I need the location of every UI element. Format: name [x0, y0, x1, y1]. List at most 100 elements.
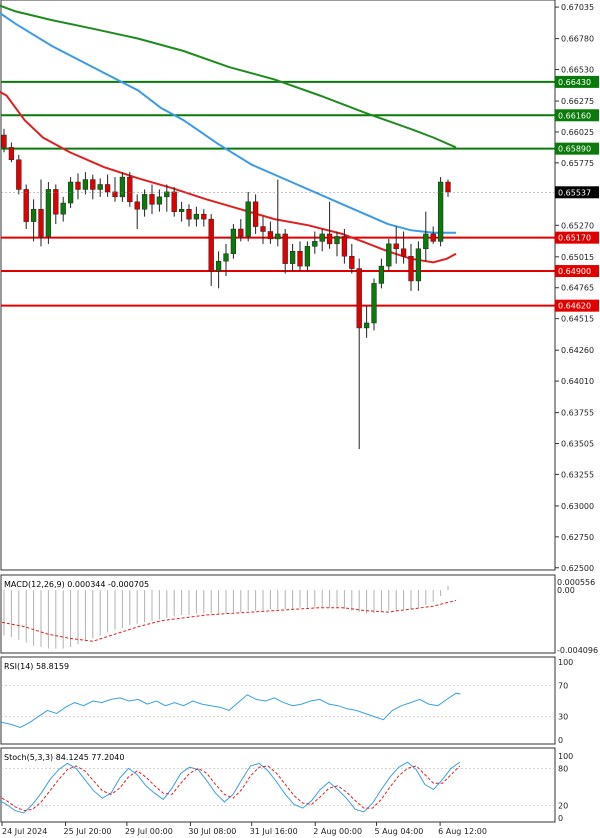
candle — [312, 231, 318, 254]
candle — [304, 241, 311, 272]
current-price-tag — [555, 186, 599, 199]
candle — [141, 189, 148, 217]
candle — [186, 204, 192, 227]
candle — [53, 184, 59, 225]
y-axis-tick-label: 0.66780 — [561, 35, 594, 44]
stoch-label: Stoch(5,3,3) 84.1245 77.2040 — [4, 753, 124, 762]
candle — [104, 174, 111, 197]
candle-body — [8, 147, 15, 161]
y-axis-tick-label: 0.66275 — [561, 97, 594, 106]
x-axis-tick-label: 31 Jul 16:00 — [250, 827, 298, 836]
candle — [193, 206, 200, 227]
candle — [223, 243, 229, 276]
candle-body — [1, 134, 7, 148]
time-axis: 24 Jul 2024 25 Jul 20:00 29 Jul 00:00 30 Ju… — [1, 822, 487, 836]
candle-body — [282, 233, 288, 264]
candle — [16, 154, 22, 195]
current-price-label: 0.65537 — [558, 188, 591, 197]
candle-body — [378, 265, 385, 284]
candle-body — [104, 184, 111, 193]
candle — [156, 189, 163, 212]
macd-panel-frame — [0, 574, 556, 654]
candle-body — [252, 201, 259, 227]
candle — [245, 191, 251, 242]
candle-body — [260, 226, 266, 232]
candle — [112, 177, 118, 202]
candle-body — [445, 181, 451, 193]
y-axis-tick-label: 0.65270 — [561, 221, 594, 230]
level-price-label: 0.65890 — [558, 145, 591, 154]
candle — [38, 179, 44, 247]
candle-body — [334, 236, 340, 245]
candle — [371, 278, 377, 331]
candle-body — [297, 251, 303, 267]
candle-body — [60, 202, 66, 215]
candle-body — [341, 236, 348, 257]
level-price-label: 0.66160 — [558, 111, 591, 120]
candle-body — [208, 218, 214, 272]
stochastic-panel: 100 80 20 0 — [0, 752, 573, 823]
level-price-label: 0.66430 — [558, 78, 591, 87]
stoch-signal-line — [0, 765, 461, 812]
x-axis-tick-label: 5 Aug 04:00 — [375, 827, 424, 836]
candle — [252, 194, 259, 234]
moving-average-slow — [0, 4, 457, 149]
rsi-y-tick-label: 0 — [558, 736, 563, 745]
level-price-tag — [555, 75, 599, 88]
candle — [134, 194, 140, 230]
candle — [201, 209, 207, 227]
y-axis-tick-label: 0.63255 — [561, 470, 594, 479]
candle-body — [393, 243, 399, 250]
candle — [415, 241, 422, 291]
candle-body — [156, 196, 163, 205]
candle — [238, 219, 244, 242]
candle-body — [23, 189, 29, 222]
y-axis-tick-label: 0.63755 — [561, 409, 594, 418]
candle-body — [119, 176, 126, 198]
stoch-y-tick-label: 0 — [558, 814, 563, 823]
y-axis-tick-label: 0.63505 — [561, 440, 594, 449]
level-price-label: 0.64900 — [558, 267, 591, 276]
candle — [60, 196, 66, 222]
candle-body — [304, 246, 311, 267]
rsi-y-tick-label: 30 — [558, 713, 568, 722]
candle — [341, 229, 348, 264]
candle-body — [312, 241, 318, 247]
candle — [445, 179, 451, 197]
rsi-label: RSI(14) 58.8159 — [4, 662, 69, 671]
candle-body — [245, 201, 251, 237]
candle-body — [363, 322, 370, 329]
macd-y-tick-label: -0.004096 — [557, 646, 598, 655]
candle — [430, 226, 436, 244]
candle-body — [386, 243, 392, 267]
x-axis-tick-label: 30 Jul 08:00 — [188, 827, 236, 836]
candle — [408, 243, 414, 291]
rsi-line — [0, 692, 461, 729]
candle — [386, 238, 392, 272]
candle-body — [178, 208, 185, 212]
candle — [319, 229, 325, 252]
candle-body — [82, 179, 89, 190]
candle — [149, 184, 155, 215]
candle — [289, 243, 296, 272]
level-price-tag — [555, 265, 599, 278]
level-price-label: 0.65170 — [558, 234, 591, 243]
candle-body — [193, 213, 200, 220]
candle-body — [230, 228, 237, 254]
candle-body — [127, 176, 133, 203]
candle-body — [423, 233, 429, 250]
candle-body — [356, 268, 362, 329]
main-panel-frame — [0, 0, 556, 571]
candle-body — [215, 260, 222, 272]
candle-body — [38, 208, 44, 237]
x-axis-tick-label: 29 Jul 00:00 — [125, 827, 173, 836]
candle-body — [134, 201, 140, 210]
candle-body — [186, 208, 192, 220]
candle-body — [112, 191, 118, 198]
candle-body — [90, 179, 96, 190]
stoch-y-tick-label: 100 — [558, 752, 573, 761]
candle-body — [437, 181, 444, 242]
x-axis-tick-label: 2 Aug 00:00 — [313, 827, 362, 836]
